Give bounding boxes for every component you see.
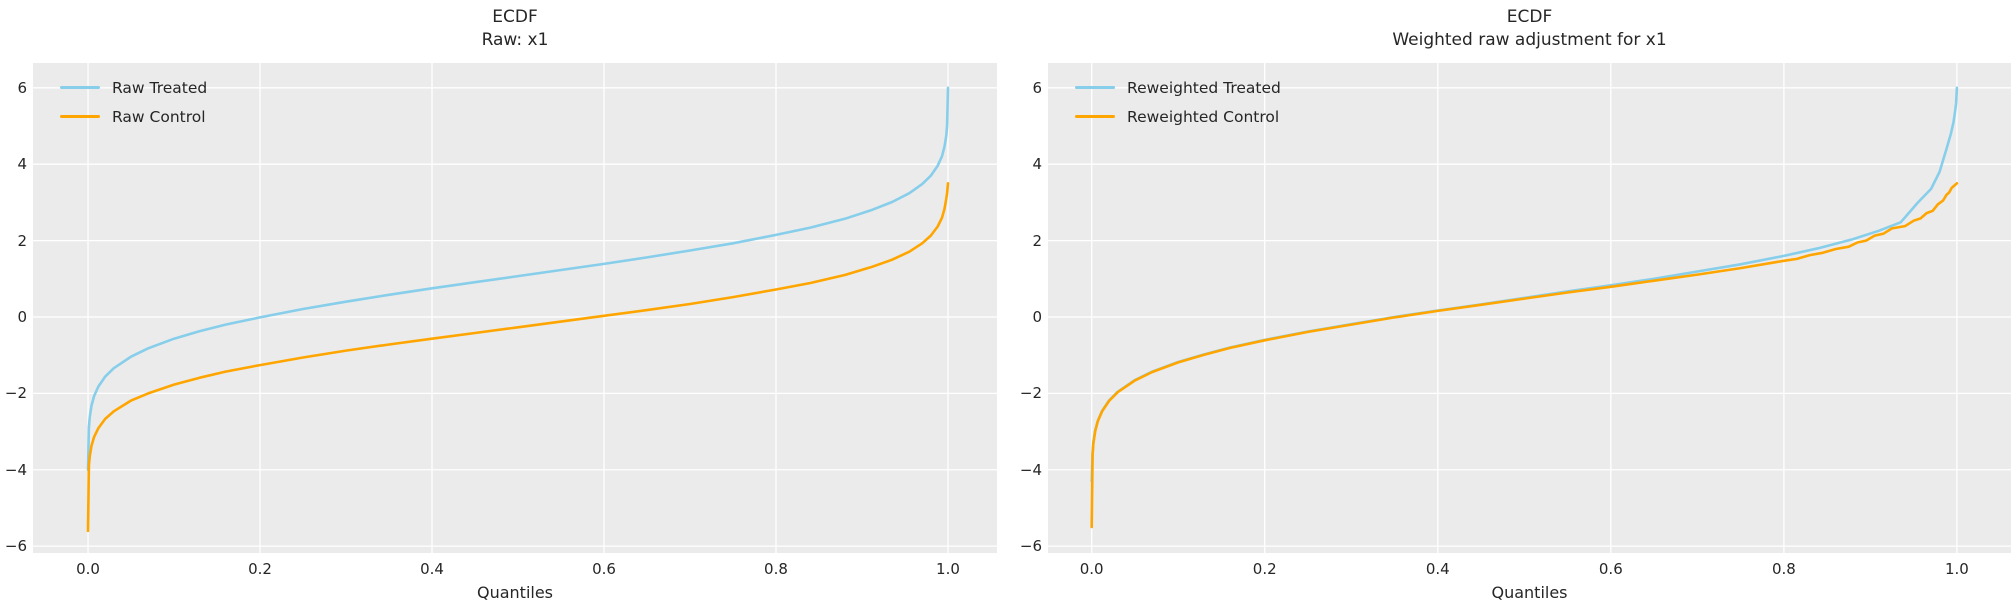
legend-label: Reweighted Control — [1127, 107, 1280, 126]
x-tick-label: 0.8 — [764, 560, 788, 578]
chart-title-line1: ECDF — [492, 7, 538, 27]
plot-area — [1048, 63, 2011, 553]
axes-background — [33, 63, 997, 553]
chart-title-line2: Weighted raw adjustment for x1 — [1392, 30, 1667, 50]
series-line-raw-treated — [86, 86, 950, 472]
series-line-reweighted-control — [1090, 182, 1959, 529]
chart-title: ECDF Raw: x1 — [33, 6, 997, 52]
x-tick-label: 0.2 — [1252, 560, 1277, 578]
legend-line-swatch — [1075, 86, 1115, 89]
y-tick-label: 6 — [1032, 78, 1042, 97]
y-tick-label: 0 — [1032, 307, 1042, 326]
x-tick-label: 0.2 — [248, 560, 272, 578]
x-tick-label: 0.4 — [1425, 560, 1450, 578]
x-tick-label: 0.8 — [1771, 560, 1796, 578]
panel-raw: ECDF Raw: x1 Raw Treated Raw Control Quan… — [0, 0, 1000, 611]
legend-item: Reweighted Control — [1075, 102, 1281, 131]
series-line-raw-control — [86, 182, 950, 533]
y-tick-label: 4 — [1032, 155, 1042, 174]
legend-label: Reweighted Treated — [1127, 78, 1281, 97]
legend-line-swatch — [1075, 115, 1115, 118]
x-tick-label: 0.0 — [1079, 560, 1104, 578]
y-tick-label: −2 — [1019, 384, 1042, 403]
y-tick-label: −4 — [1019, 460, 1042, 479]
chart-title-line1: ECDF — [1506, 7, 1553, 27]
y-tick-label: −4 — [4, 460, 27, 479]
legend-item: Raw Treated — [60, 73, 207, 102]
x-tick-label: 1.0 — [1944, 560, 1969, 578]
x-tick-label: 0.4 — [420, 560, 444, 578]
y-tick-label: −6 — [4, 537, 27, 556]
x-tick-label: 1.0 — [936, 560, 960, 578]
y-tick-label: 4 — [17, 155, 27, 174]
legend-item: Reweighted Treated — [1075, 73, 1281, 102]
legend-line-swatch — [60, 115, 100, 118]
legend: Reweighted Treated Reweighted Control — [1075, 73, 1281, 131]
y-tick-label: 2 — [1032, 231, 1042, 250]
plot-area — [33, 63, 997, 553]
x-axis-label: Quantiles — [476, 583, 554, 602]
y-tick-label: 6 — [17, 78, 27, 97]
legend-item: Raw Control — [60, 102, 207, 131]
x-tick-label: 0.0 — [76, 560, 100, 578]
x-axis-label: Quantiles — [1491, 583, 1568, 602]
legend-label: Raw Treated — [112, 78, 208, 97]
panel-weighted: ECDF Weighted raw adjustment for x1 Rewe… — [1000, 0, 2011, 611]
chart-title-line2: Raw: x1 — [481, 30, 549, 50]
legend: Raw Treated Raw Control — [60, 73, 207, 131]
x-tick-label: 0.6 — [1598, 560, 1623, 578]
legend-line-swatch — [60, 86, 100, 89]
chart-title: ECDF Weighted raw adjustment for x1 — [1048, 6, 2011, 52]
y-tick-label: 2 — [17, 231, 27, 250]
x-tick-label: 0.6 — [592, 560, 616, 578]
axes-background — [1048, 63, 2011, 553]
legend-label: Raw Control — [112, 107, 206, 126]
y-tick-label: −6 — [1019, 537, 1042, 556]
y-tick-label: −2 — [4, 384, 27, 403]
y-tick-label: 0 — [17, 307, 27, 326]
